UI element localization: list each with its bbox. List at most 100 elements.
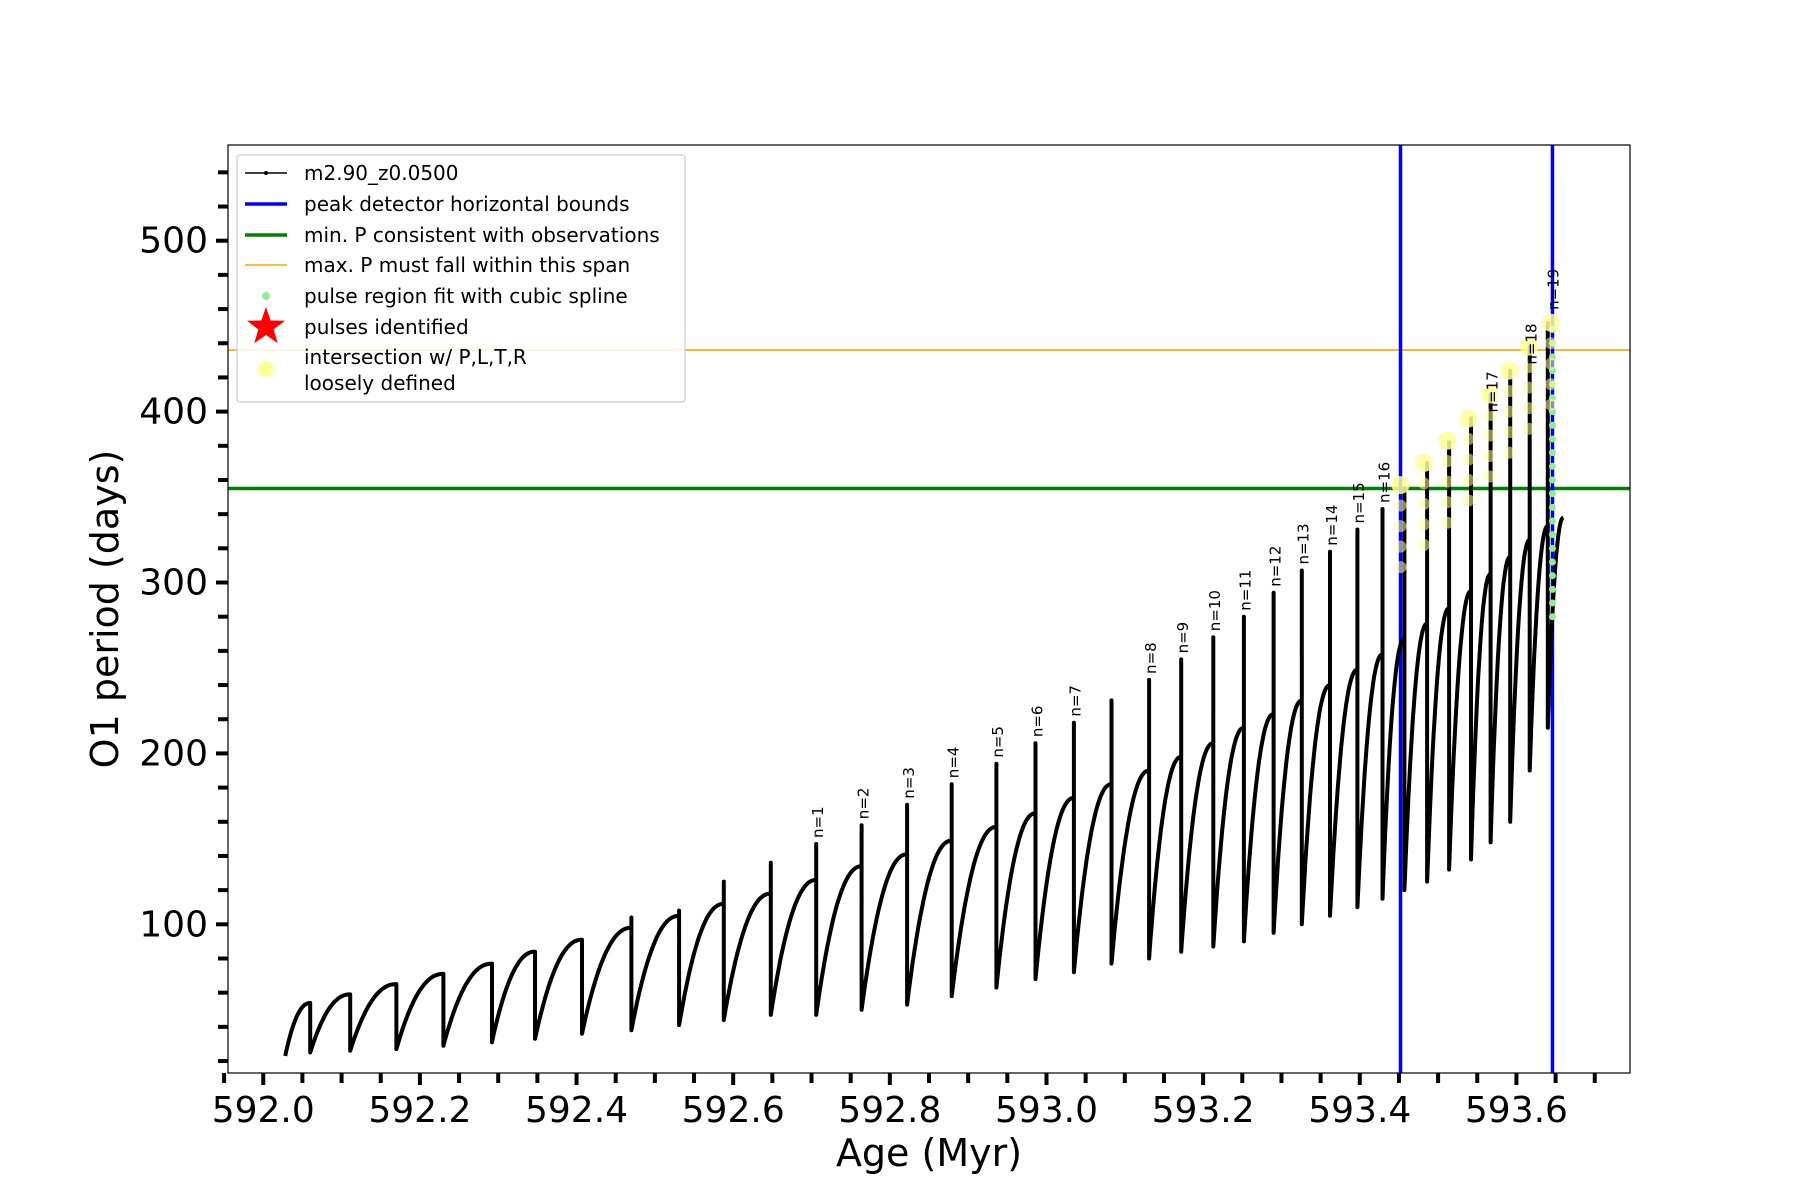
spline-point [1548,503,1556,511]
legend-label: m2.90_z0.0500 [304,161,459,185]
intersection-point [1503,385,1516,398]
y-axis-label: O1 period (days) [83,450,127,769]
intersection-point [1541,313,1560,332]
spline-point [1548,462,1556,470]
intersection-point [1544,398,1557,411]
spline-point [1548,476,1556,484]
legend-label: intersection w/ P,L,T,R [304,345,527,369]
spline-point [1548,585,1556,593]
intersection-point [1394,499,1407,512]
intersection-point [1522,361,1535,374]
spline-point [1548,421,1556,429]
annotation-label: n=10 [1206,590,1224,631]
x-tick-label: 593.4 [1308,1090,1411,1131]
legend-handle-star-icon [247,307,285,344]
annotations: n=1 n=2 n=3 n=4 n=5 n=6 n=7 n=8 n=9 n=10 n=11 n=12 n… [809,269,1562,838]
intersection-point [1394,520,1407,533]
spline-point [1548,517,1556,525]
axes: 592.0 592.2 592.4 592.6 592.8 593.0 593.2 593.4… [139,170,1597,1131]
x-tick-label: 593.0 [995,1090,1098,1131]
intersection-point [1483,429,1496,442]
intersection-point [1483,409,1496,422]
x-tick-label: 592.2 [368,1090,471,1131]
intersection-points [1391,313,1560,574]
y-tick-label: 100 [139,904,208,945]
intersection-point [1462,473,1475,486]
intersection-point [1480,385,1499,404]
intersection-point [1441,516,1454,529]
intersection-point [1418,538,1431,551]
spline-point [1548,531,1556,539]
intersection-point [1544,378,1557,391]
spline-point [1548,613,1556,621]
intersection-point [1544,337,1557,350]
y-tick-label: 200 [139,733,208,774]
legend-label: min. P consistent with observations [304,223,660,247]
spline-point [1548,544,1556,552]
legend-label: peak detector horizontal bounds [304,192,630,216]
intersection-point [1391,476,1410,495]
spline-point [1548,599,1556,607]
spline-point [1548,435,1556,443]
legend-label: pulse region fit with cubic spline [304,284,628,308]
data-series [283,313,1565,1057]
intersection-point [1483,470,1496,483]
annotation-label: n=17 [1483,371,1501,412]
intersection-point [1519,337,1538,356]
spline-point [1548,490,1556,498]
annotation-label: n=18 [1523,323,1541,364]
annotation-label: n=13 [1295,523,1313,564]
intersection-point [1394,540,1407,553]
intersection-point [1394,561,1407,574]
annotation-label: n=9 [1174,622,1192,654]
annotation-label: n=15 [1350,482,1368,523]
intersection-point [1438,431,1457,450]
intersection-point [1503,446,1516,459]
intersection-point [1418,497,1431,510]
intersection-point [1522,402,1535,415]
annotation-label: n=19 [1544,269,1562,310]
y-tick-label: 400 [139,392,208,433]
legend-label-line2: loosely defined [304,371,456,395]
x-tick-label: 593.6 [1465,1090,1568,1131]
spline-point [1548,558,1556,566]
intersection-point [1462,453,1475,466]
x-tick-label: 592.6 [682,1090,785,1131]
x-tick-label: 592.8 [838,1090,941,1131]
series-line-m2-90 [283,320,1565,1057]
legend-box [236,154,686,403]
x-tick-label: 592.4 [525,1090,628,1131]
intersection-point [1522,422,1535,435]
annotation-label: n=1 [809,806,827,838]
intersection-point [1462,494,1475,507]
annotation-label: n=3 [900,767,918,799]
intersection-point [1500,361,1519,380]
annotation-label: n=4 [944,747,962,779]
annotation-label: n=16 [1375,462,1393,503]
intersection-point [1462,432,1475,445]
intersection-point [1503,405,1516,418]
intersection-point [1418,477,1431,490]
intersection-point [1441,455,1454,468]
intersection-point [1415,453,1434,472]
annotation-label: n=11 [1237,570,1255,611]
intersection-point [1483,450,1496,463]
x-axis-label: Age (Myr) [836,1131,1022,1175]
x-tick-label: 592.0 [212,1090,315,1131]
y-tick-label: 500 [139,221,208,262]
annotation-label: n=12 [1266,546,1284,587]
annotation-label: n=14 [1323,505,1341,546]
annotation-label: n=6 [1028,706,1046,738]
annotation-label: n=5 [989,726,1007,758]
intersection-point [1503,426,1516,439]
intersection-point [1441,475,1454,488]
legend-handle-dot [262,292,270,300]
intersection-point [1459,409,1478,428]
intersection-point [1544,357,1557,370]
annotation-label: n=7 [1067,685,1085,717]
legend-handle-marker [264,171,268,175]
spline-point [1548,572,1556,580]
spline-point [1548,449,1556,457]
